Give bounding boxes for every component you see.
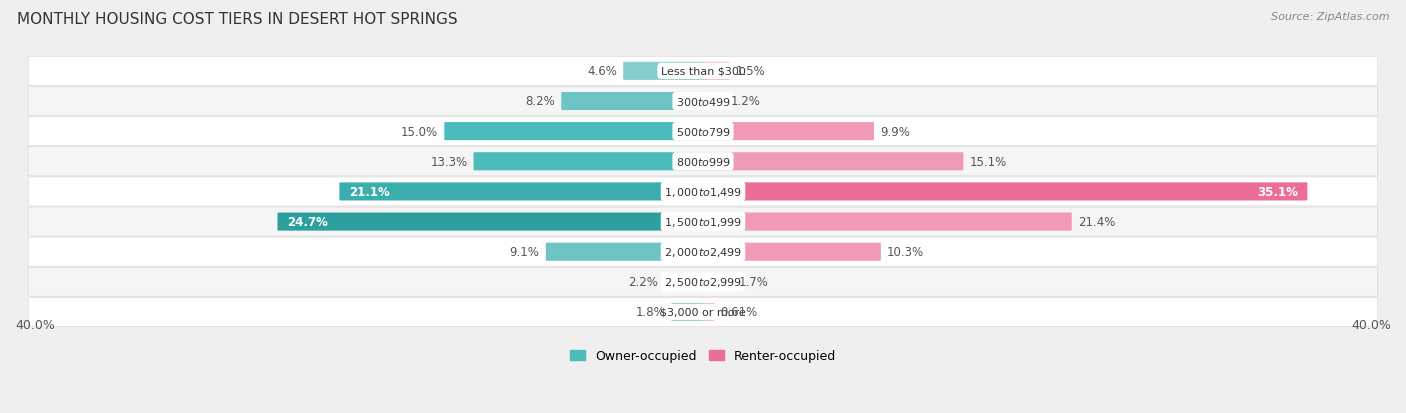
Text: 15.0%: 15.0% xyxy=(401,125,439,138)
Text: Less than $300: Less than $300 xyxy=(661,66,745,77)
FancyBboxPatch shape xyxy=(703,183,1308,201)
Text: $300 to $499: $300 to $499 xyxy=(675,96,731,108)
Text: 1.7%: 1.7% xyxy=(740,276,769,289)
Text: $1,000 to $1,499: $1,000 to $1,499 xyxy=(664,185,742,198)
Text: 35.1%: 35.1% xyxy=(1257,185,1298,198)
Text: 24.7%: 24.7% xyxy=(287,216,328,228)
Text: 15.1%: 15.1% xyxy=(970,155,1007,169)
FancyBboxPatch shape xyxy=(623,63,703,81)
Text: $800 to $999: $800 to $999 xyxy=(675,156,731,168)
FancyBboxPatch shape xyxy=(28,57,1378,86)
FancyBboxPatch shape xyxy=(703,63,730,81)
FancyBboxPatch shape xyxy=(28,87,1378,116)
Text: MONTHLY HOUSING COST TIERS IN DESERT HOT SPRINGS: MONTHLY HOUSING COST TIERS IN DESERT HOT… xyxy=(17,12,457,27)
Text: 13.3%: 13.3% xyxy=(430,155,467,169)
FancyBboxPatch shape xyxy=(665,273,703,291)
Text: 2.2%: 2.2% xyxy=(628,276,658,289)
Text: 10.3%: 10.3% xyxy=(887,246,924,259)
FancyBboxPatch shape xyxy=(561,93,703,111)
Text: 1.5%: 1.5% xyxy=(735,65,765,78)
FancyBboxPatch shape xyxy=(703,243,880,261)
Text: $2,500 to $2,999: $2,500 to $2,999 xyxy=(664,276,742,289)
FancyBboxPatch shape xyxy=(28,237,1378,266)
Text: $500 to $799: $500 to $799 xyxy=(675,126,731,138)
Text: 0.61%: 0.61% xyxy=(720,306,758,319)
Text: $3,000 or more: $3,000 or more xyxy=(661,307,745,317)
FancyBboxPatch shape xyxy=(28,208,1378,237)
Text: $1,500 to $1,999: $1,500 to $1,999 xyxy=(664,216,742,228)
Text: 40.0%: 40.0% xyxy=(1351,318,1391,331)
FancyBboxPatch shape xyxy=(703,153,963,171)
FancyBboxPatch shape xyxy=(474,153,703,171)
FancyBboxPatch shape xyxy=(28,268,1378,297)
FancyBboxPatch shape xyxy=(339,183,703,201)
Text: 21.1%: 21.1% xyxy=(349,185,389,198)
Text: $2,000 to $2,499: $2,000 to $2,499 xyxy=(664,246,742,259)
FancyBboxPatch shape xyxy=(703,123,875,141)
FancyBboxPatch shape xyxy=(444,123,703,141)
FancyBboxPatch shape xyxy=(28,298,1378,327)
FancyBboxPatch shape xyxy=(671,303,703,321)
Text: 40.0%: 40.0% xyxy=(15,318,55,331)
FancyBboxPatch shape xyxy=(277,213,703,231)
Legend: Owner-occupied, Renter-occupied: Owner-occupied, Renter-occupied xyxy=(565,344,841,368)
Text: 4.6%: 4.6% xyxy=(588,65,617,78)
Text: Source: ZipAtlas.com: Source: ZipAtlas.com xyxy=(1271,12,1389,22)
FancyBboxPatch shape xyxy=(703,93,724,111)
Text: 1.2%: 1.2% xyxy=(731,95,761,108)
Text: 1.8%: 1.8% xyxy=(636,306,665,319)
FancyBboxPatch shape xyxy=(703,303,714,321)
Text: 9.1%: 9.1% xyxy=(510,246,540,259)
FancyBboxPatch shape xyxy=(28,117,1378,146)
Text: 21.4%: 21.4% xyxy=(1078,216,1115,228)
FancyBboxPatch shape xyxy=(703,273,733,291)
FancyBboxPatch shape xyxy=(28,147,1378,176)
FancyBboxPatch shape xyxy=(28,178,1378,206)
FancyBboxPatch shape xyxy=(703,213,1071,231)
Text: 9.9%: 9.9% xyxy=(880,125,910,138)
FancyBboxPatch shape xyxy=(546,243,703,261)
Text: 8.2%: 8.2% xyxy=(526,95,555,108)
